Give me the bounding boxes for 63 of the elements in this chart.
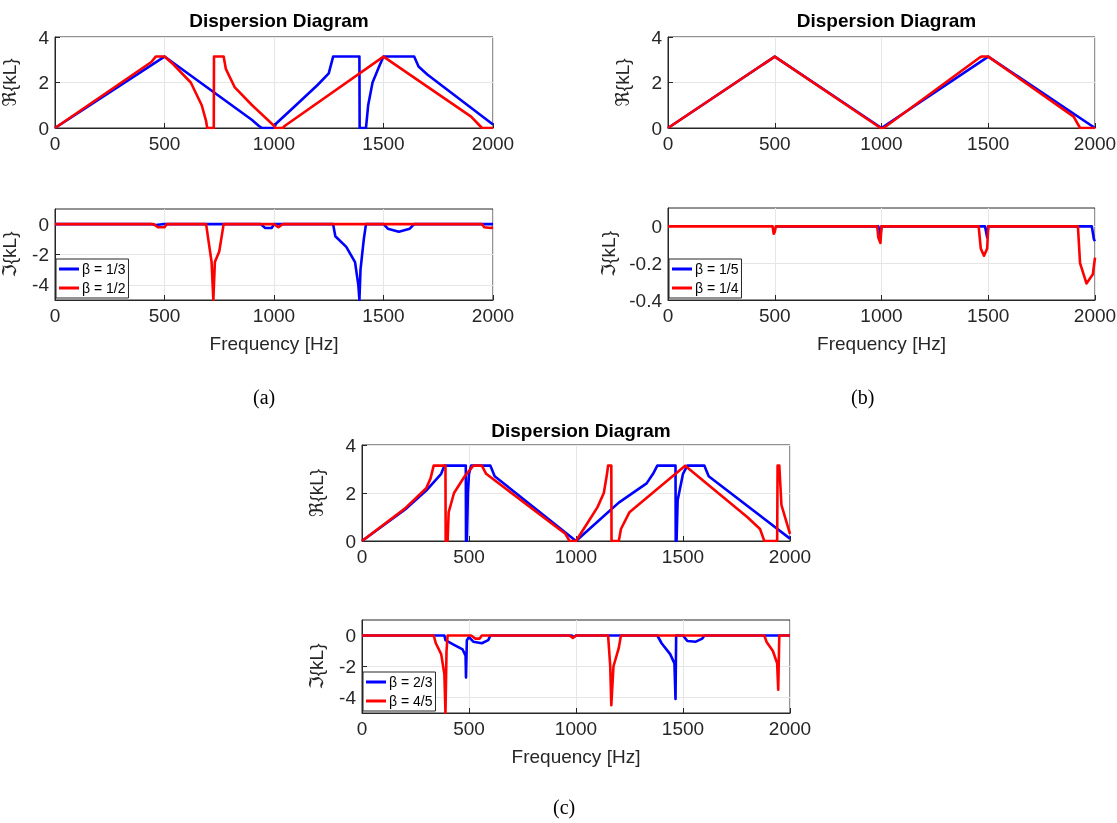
text: (c) (553, 796, 576, 819)
y-tick-label: 4 (345, 434, 357, 456)
x-tick-label: 500 (453, 546, 485, 567)
legend-label: β = 1/2 (82, 280, 126, 296)
y-tick-label: 0 (651, 215, 662, 237)
x-tick-label: 1000 (252, 305, 296, 326)
x-tick-label: 500 (758, 305, 791, 326)
x-tick-label: 1000 (860, 133, 903, 154)
x-tick-label: 2000 (1073, 305, 1117, 326)
y-tick-label: 4 (651, 26, 663, 48)
y-axis-title: ℑ{kL} (306, 643, 327, 690)
x-tick-label: 1000 (252, 133, 296, 154)
y-axis-title: ℑ{kL} (0, 231, 20, 278)
x-tick-label: 2000 (768, 546, 812, 567)
x-tick-label: 2000 (471, 305, 515, 326)
y-axis-title: ℑ{kL} (598, 230, 620, 278)
y-tick-label: -2 (32, 244, 49, 265)
y-tick-label: 2 (38, 72, 49, 93)
y-axis-title: ℜ{kL} (612, 58, 633, 107)
y-tick-label: 0 (345, 530, 356, 552)
y-axis-title: ℜ{kL} (0, 58, 20, 107)
y-tick-label: -4 (32, 274, 50, 296)
x-tick-label: 500 (148, 133, 181, 154)
x-tick-label: 1500 (967, 133, 1010, 154)
y-tick-label: -4 (339, 687, 357, 708)
chart-title: Dispersion Diagram (491, 420, 671, 441)
y-tick-label: -2 (339, 656, 356, 677)
x-axis-title: Frequency [Hz] (511, 746, 641, 767)
x-tick-label: 500 (148, 305, 181, 326)
y-tick-label: 2 (651, 72, 662, 93)
y-tick-label: -0.4 (629, 289, 663, 311)
x-tick-label: 2000 (768, 718, 812, 739)
chart-title: Dispersion Diagram (189, 10, 369, 31)
y-tick-label: 2 (345, 482, 356, 504)
y-tick-label: 0 (38, 117, 49, 139)
legend-label: β = 1/4 (695, 280, 739, 296)
x-tick-label: 500 (453, 718, 485, 739)
x-tick-label: 1000 (860, 305, 903, 326)
legend-label: β = 1/3 (82, 261, 126, 277)
x-axis-title: Frequency [Hz] (817, 333, 946, 354)
x-axis-title: Frequency [Hz] (209, 333, 339, 354)
x-tick-label: 500 (758, 133, 791, 154)
x-tick-label: 1500 (661, 718, 705, 739)
y-tick-label: 0 (345, 625, 356, 646)
x-tick-label: 1500 (362, 305, 405, 326)
y-tick-label: 0 (651, 117, 662, 139)
y-tick-label: 0 (38, 213, 49, 235)
x-tick-label: 1000 (554, 546, 598, 567)
y-tick-label: -0.2 (629, 252, 662, 274)
text: (b) (851, 386, 875, 409)
y-tick-label: 4 (38, 26, 50, 48)
x-tick-label: 2000 (471, 133, 515, 154)
x-tick-label: 1000 (554, 718, 598, 739)
x-tick-label: 2000 (1073, 133, 1117, 154)
text: (a) (253, 386, 276, 409)
x-tick-label: 1500 (661, 546, 705, 567)
legend-label: β = 2/3 (389, 674, 433, 690)
x-tick-label: 1500 (967, 305, 1010, 326)
legend-label: β = 4/5 (389, 693, 433, 709)
y-axis-title: ℜ{kL} (306, 468, 327, 518)
chart-title: Dispersion Diagram (796, 10, 977, 31)
x-tick-label: 1500 (362, 133, 405, 154)
legend-label: β = 1/5 (695, 261, 739, 277)
